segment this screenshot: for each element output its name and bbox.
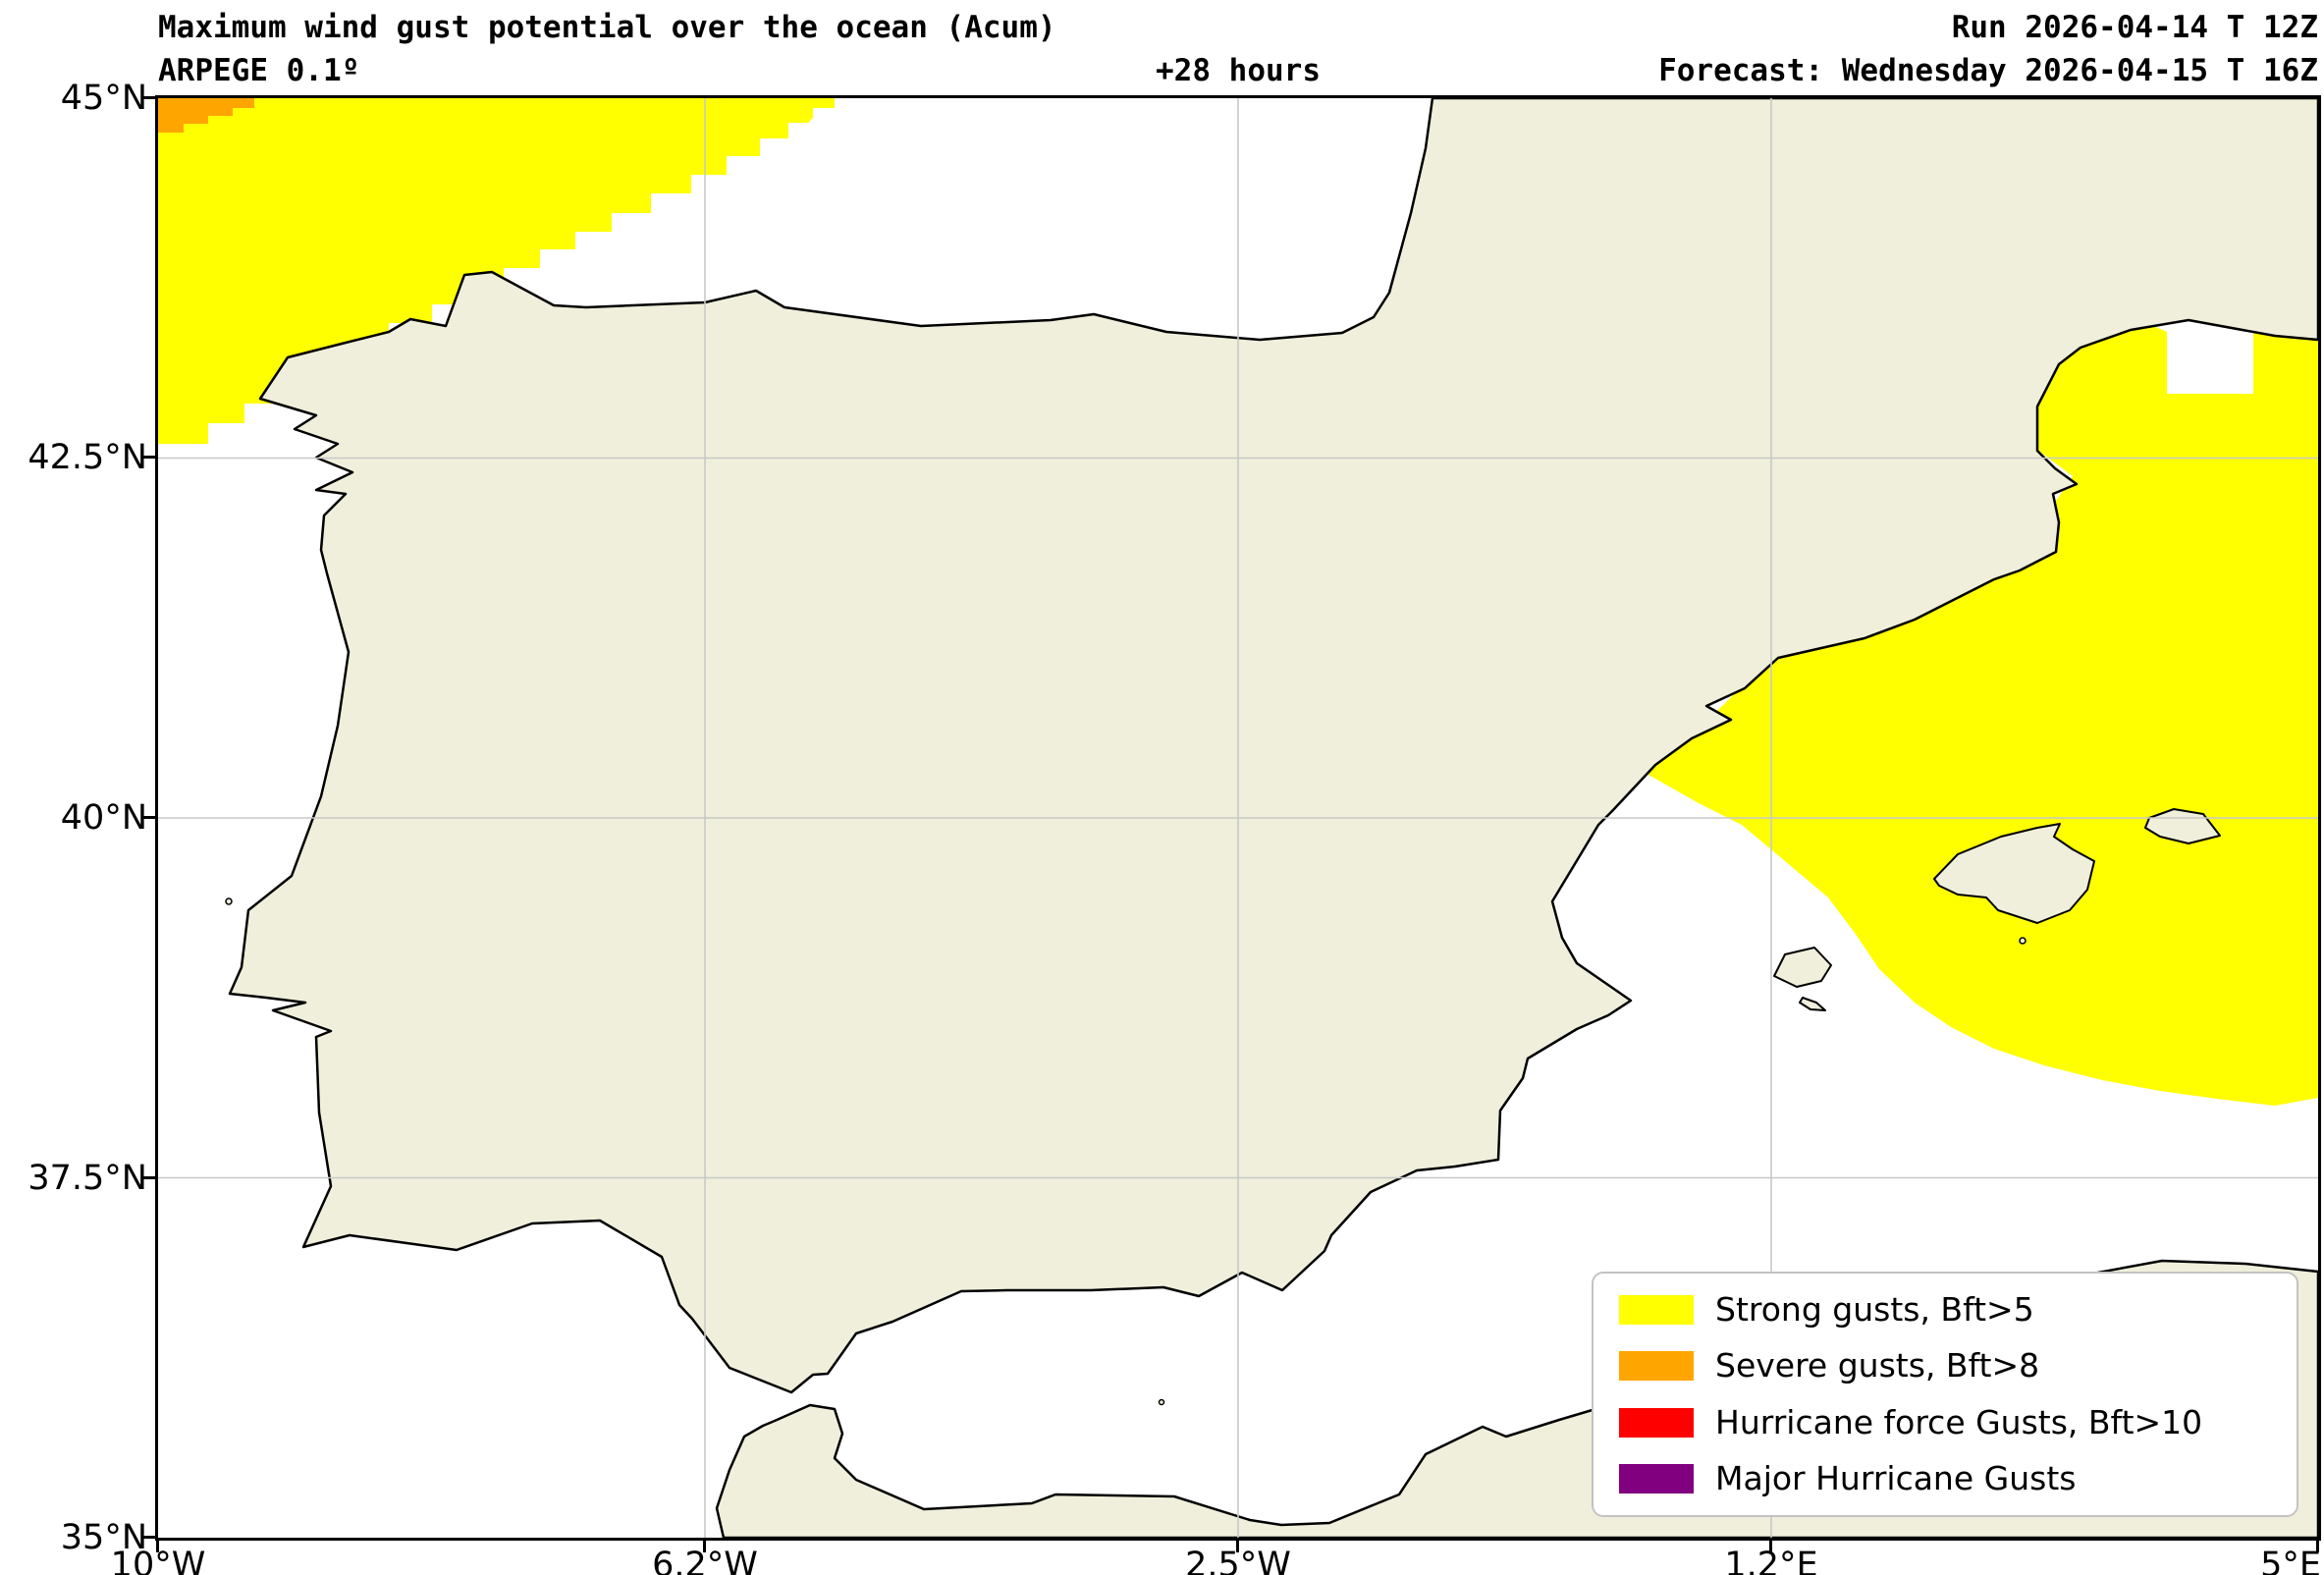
island-ibiza <box>1773 947 1832 988</box>
figure-title: Maximum wind gust potential over the oce… <box>158 10 1056 45</box>
legend-item: Hurricane force Gusts, Bft>10 <box>1619 1402 2287 1441</box>
legend-label: Strong gusts, Bft>5 <box>1715 1289 2034 1329</box>
x-tick <box>2316 1541 2319 1552</box>
island-mallorca <box>1933 823 2095 924</box>
coastline-iberia-france <box>228 98 2318 1394</box>
x-tick <box>1236 1541 1239 1552</box>
island-formentera <box>1799 997 1826 1011</box>
y-axis-label: 40°N <box>60 798 147 838</box>
map-canvas <box>158 98 2318 1538</box>
legend-swatch-hurricane-gusts <box>1619 1407 1694 1438</box>
legend-swatch-major-hurricane-gusts <box>1619 1464 1694 1494</box>
x-axis-label: 5°E <box>2260 1546 2321 1575</box>
map-legend: Strong gusts, Bft>5 Severe gusts, Bft>8 … <box>1592 1272 2298 1517</box>
y-axis-label: 42.5°N <box>27 438 147 477</box>
model-label: ARPEGE 0.1º <box>158 53 360 88</box>
legend-label: Major Hurricane Gusts <box>1715 1459 2077 1498</box>
legend-label: Hurricane force Gusts, Bft>10 <box>1715 1402 2203 1441</box>
island-alboran <box>1158 1398 1165 1406</box>
map-plot-area <box>155 95 2321 1541</box>
legend-item: Major Hurricane Gusts <box>1619 1460 2287 1497</box>
legend-item: Severe gusts, Bft>8 <box>1619 1347 2287 1385</box>
y-tick <box>143 816 155 819</box>
lead-time-label: +28 hours <box>1156 53 1321 88</box>
x-tick <box>703 1541 706 1552</box>
legend-item: Strong gusts, Bft>5 <box>1619 1289 2287 1329</box>
island-berlengas <box>225 897 233 905</box>
legend-swatch-strong-gusts <box>1619 1294 1694 1325</box>
gust-area-severe-northwest-corner <box>158 98 254 133</box>
island-cabrera <box>2019 937 2027 945</box>
forecast-label: Forecast: Wednesday 2026-04-15 T 16Z <box>1658 53 2318 88</box>
x-tick <box>1769 1541 1772 1552</box>
y-tick <box>143 96 155 99</box>
gust-area-balearic-sea <box>1648 319 2318 1106</box>
legend-swatch-severe-gusts <box>1619 1351 1694 1382</box>
y-tick <box>143 456 155 459</box>
y-axis-label: 37.5°N <box>27 1159 147 1198</box>
run-label: Run 2026-04-14 T 12Z <box>1951 10 2318 45</box>
gust-area-white-notch <box>803 111 837 144</box>
x-tick <box>156 1541 159 1552</box>
y-tick <box>143 1176 155 1179</box>
y-axis-label: 35°N <box>60 1518 147 1557</box>
y-tick <box>143 1536 155 1539</box>
legend-label: Severe gusts, Bft>8 <box>1715 1346 2040 1385</box>
y-axis-label: 45°N <box>60 79 147 118</box>
